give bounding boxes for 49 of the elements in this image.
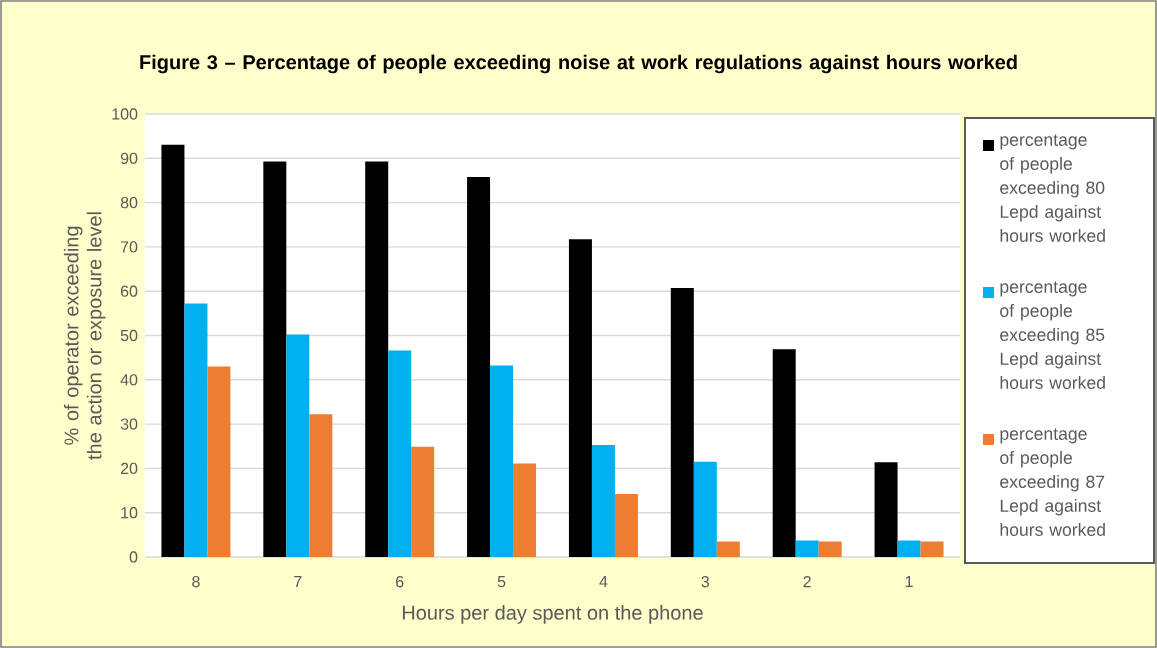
x-tick-label: 5 bbox=[497, 576, 506, 588]
bar bbox=[309, 414, 333, 557]
x-tick-label: 8 bbox=[192, 576, 200, 588]
x-axis-title: Hours per day spent on the phone bbox=[402, 605, 703, 624]
chart-title: Figure 3 – Percentage of people exceeding noise at work regulations against hours worked bbox=[140, 54, 1017, 74]
bar bbox=[920, 541, 944, 557]
x-tick-label: 7 bbox=[294, 576, 302, 588]
y-axis-title: % of operator exceeding the action or exposure level bbox=[63, 212, 106, 460]
x-tick-label: 1 bbox=[905, 576, 913, 588]
x-tick-label: 6 bbox=[396, 576, 404, 588]
y-tick-label: 90 bbox=[120, 152, 138, 164]
bar bbox=[467, 176, 491, 557]
legend-label: percentage of people exceeding 80 Lepd against hours worked bbox=[1000, 134, 1105, 242]
bar bbox=[263, 161, 287, 557]
bar bbox=[716, 541, 740, 557]
bar bbox=[772, 349, 796, 557]
bar bbox=[388, 350, 412, 557]
bar bbox=[184, 303, 208, 557]
bar bbox=[207, 366, 231, 557]
y-tick-label: 0 bbox=[129, 551, 138, 563]
x-tick-label: 2 bbox=[803, 576, 811, 588]
bar bbox=[411, 446, 435, 557]
bar bbox=[818, 541, 842, 557]
legend-label: percentage of people exceeding 85 Lepd against hours worked bbox=[1000, 281, 1105, 389]
bar bbox=[161, 144, 185, 557]
y-tick-label: 50 bbox=[120, 329, 138, 342]
bar bbox=[513, 463, 537, 557]
y-tick-label: 40 bbox=[120, 374, 138, 386]
bar bbox=[693, 461, 717, 557]
bar bbox=[897, 540, 921, 557]
y-tick-label: 100 bbox=[112, 108, 138, 120]
y-tick-label: 70 bbox=[120, 241, 138, 253]
y-tick-label: 10 bbox=[121, 507, 138, 519]
x-tick-label: 3 bbox=[701, 576, 710, 588]
bar bbox=[568, 239, 592, 557]
legend-label: percentage of people exceeding 87 Lepd against hours worked bbox=[1000, 428, 1105, 536]
y-tick-label: 20 bbox=[120, 462, 138, 475]
bar bbox=[874, 462, 898, 557]
bar bbox=[286, 334, 310, 557]
y-tick-label: 80 bbox=[120, 196, 138, 209]
bar bbox=[365, 161, 389, 557]
bar bbox=[795, 540, 819, 557]
bar bbox=[490, 365, 514, 557]
bar bbox=[614, 494, 638, 557]
bar bbox=[670, 288, 694, 557]
y-tick-label: 60 bbox=[120, 285, 138, 297]
x-tick-label: 4 bbox=[599, 576, 608, 588]
bar bbox=[591, 444, 615, 557]
y-tick-label: 30 bbox=[120, 418, 138, 430]
